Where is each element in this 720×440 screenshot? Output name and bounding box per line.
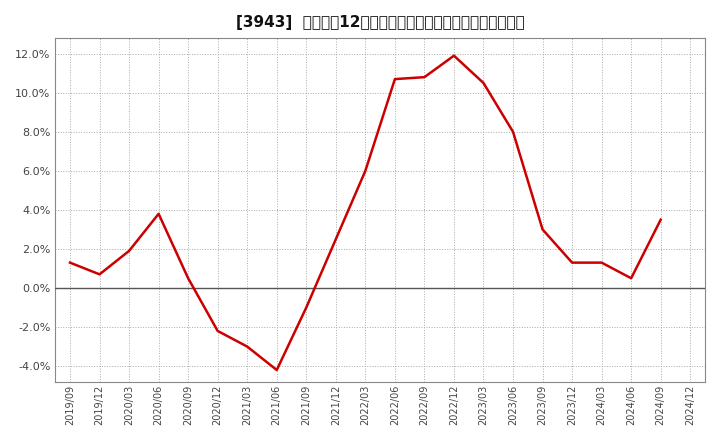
Title: [3943]  売上高の12か月移動合計の対前年同期増減率の推移: [3943] 売上高の12か月移動合計の対前年同期増減率の推移: [235, 15, 524, 30]
